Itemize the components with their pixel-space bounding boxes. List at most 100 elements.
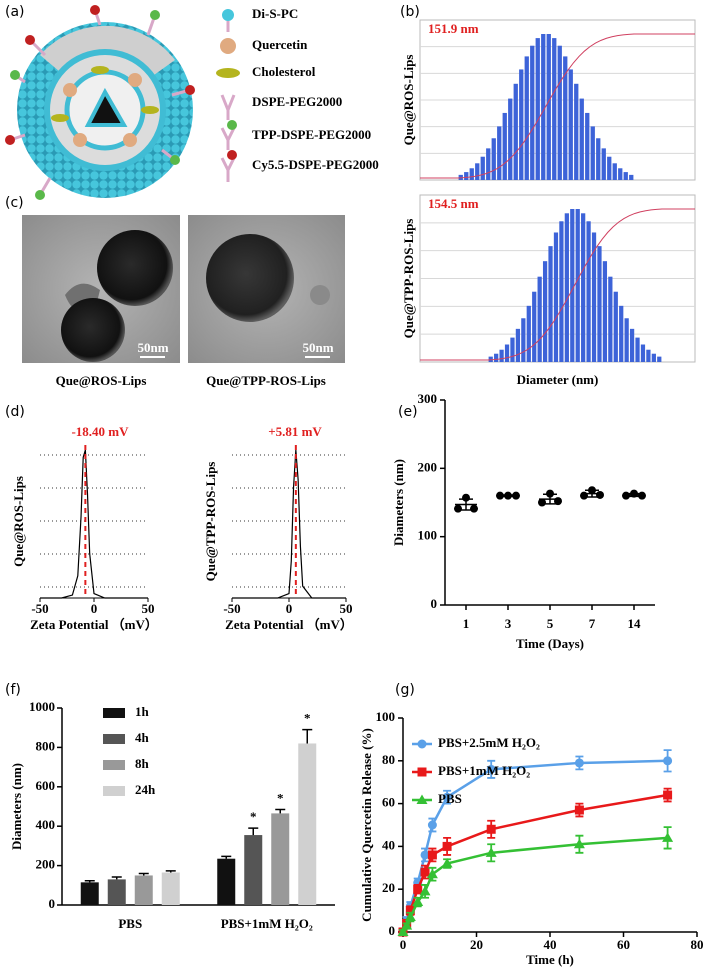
bar: [586, 221, 591, 362]
error-bar: [221, 855, 232, 859]
bar: [475, 163, 480, 180]
bar: [217, 858, 236, 905]
point: [496, 491, 504, 500]
y-tick-label: 0: [49, 896, 56, 911]
legend-label: Quercetin: [252, 37, 308, 52]
point: [630, 489, 638, 498]
legend-label: 4h: [135, 730, 150, 745]
scale-bar-label: 50nm: [302, 340, 333, 355]
bar: [624, 318, 629, 362]
bar: [134, 875, 153, 905]
legend-label: 8h: [135, 756, 150, 771]
point: [462, 493, 470, 502]
image-caption: Que@TPP-ROS-Lips: [206, 373, 326, 388]
panel-label: (g): [395, 682, 415, 698]
point: [420, 867, 430, 877]
x-tick-label: PBS+1mM H₂O₂: [221, 916, 313, 931]
y-tick-label: 300: [418, 391, 438, 406]
x-tick-label: 0: [91, 601, 98, 616]
legend-label: Cholesterol: [252, 64, 316, 79]
legend-swatch: [103, 708, 125, 718]
point: [401, 920, 413, 930]
cumulative-curve: [420, 33, 695, 179]
bar: [607, 156, 612, 180]
legend-label: PBS+2.5mM H₂O₂: [438, 735, 540, 750]
y-tick-label: 0: [431, 596, 438, 611]
x-tick-label: 20: [470, 937, 483, 952]
point: [420, 850, 430, 860]
bar: [524, 56, 529, 181]
legend-marker: [417, 767, 427, 777]
y-tick-label: 40: [382, 837, 395, 852]
bar: [619, 305, 624, 362]
bar: [161, 872, 180, 905]
x-axis-label: Time (Days): [516, 636, 584, 651]
point: [426, 868, 438, 879]
y-tick-label: 600: [36, 778, 56, 793]
series-line: [401, 793, 668, 933]
y-tick-label: 0: [389, 923, 396, 938]
point: [412, 896, 424, 907]
x-tick-label: -50: [223, 601, 240, 616]
point: [442, 841, 452, 851]
panel-label: (d): [5, 404, 25, 420]
y-tick-label: 200: [36, 857, 56, 872]
point: [504, 491, 512, 500]
x-tick-label: -50: [31, 601, 48, 616]
y-tick-label: 1000: [29, 699, 55, 714]
image-caption: Que@ROS-Lips: [56, 373, 147, 388]
point: [485, 847, 497, 857]
bar: [608, 276, 613, 362]
bar: [532, 291, 537, 362]
y-axis-label: Que@ROS-Lips: [401, 55, 416, 146]
bar: [629, 174, 634, 180]
error-bar: [275, 808, 286, 814]
y-tick-label: 60: [382, 795, 395, 810]
legend-swatch: [103, 760, 125, 770]
y-axis-label: Diameters (nm): [391, 459, 406, 546]
point: [588, 486, 596, 495]
error-bar: [138, 872, 149, 876]
bar: [464, 172, 469, 180]
bar: [244, 835, 263, 905]
point: [442, 792, 452, 802]
legend-label: TPP-DSPE-PEG2000: [252, 127, 371, 142]
y-axis-label: Que@ROS-Lips: [11, 476, 26, 567]
bar: [548, 246, 553, 362]
x-tick-label: 40: [544, 937, 557, 952]
bar: [499, 349, 504, 362]
bar: [271, 813, 290, 905]
panel-label: (c): [5, 195, 24, 211]
x-axis-label: Diameter (nm): [517, 372, 599, 387]
cumulative-curve: [420, 208, 695, 361]
annotation: 154.5 nm: [428, 196, 479, 211]
legend-swatch: [103, 786, 125, 796]
bar: [486, 148, 491, 180]
point: [454, 504, 462, 513]
bar: [537, 276, 542, 362]
x-tick-label: 60: [617, 937, 630, 952]
bar: [570, 209, 575, 362]
liposome-schematic: [5, 5, 195, 200]
point: [413, 884, 423, 894]
bar: [488, 356, 493, 362]
error-bar: [111, 876, 122, 880]
point: [662, 832, 674, 842]
bar: [521, 318, 526, 362]
x-axis-label: Zeta Potential （mV）: [225, 617, 353, 632]
y-axis-label: Cumulative Quercetin Release (%): [359, 728, 374, 922]
legend-label: DSPE-PEG2000: [252, 94, 342, 109]
bar: [585, 112, 590, 180]
bar: [574, 83, 579, 180]
bar: [557, 45, 562, 180]
point: [573, 838, 585, 849]
annotation: -18.40 mV: [71, 424, 129, 439]
point: [486, 824, 496, 834]
legend-label: 24h: [135, 782, 156, 797]
point: [404, 911, 416, 922]
panel-label: (a): [5, 4, 25, 20]
y-tick-label: 20: [382, 880, 395, 895]
bar: [568, 69, 573, 180]
panel-label: (e): [398, 404, 418, 420]
